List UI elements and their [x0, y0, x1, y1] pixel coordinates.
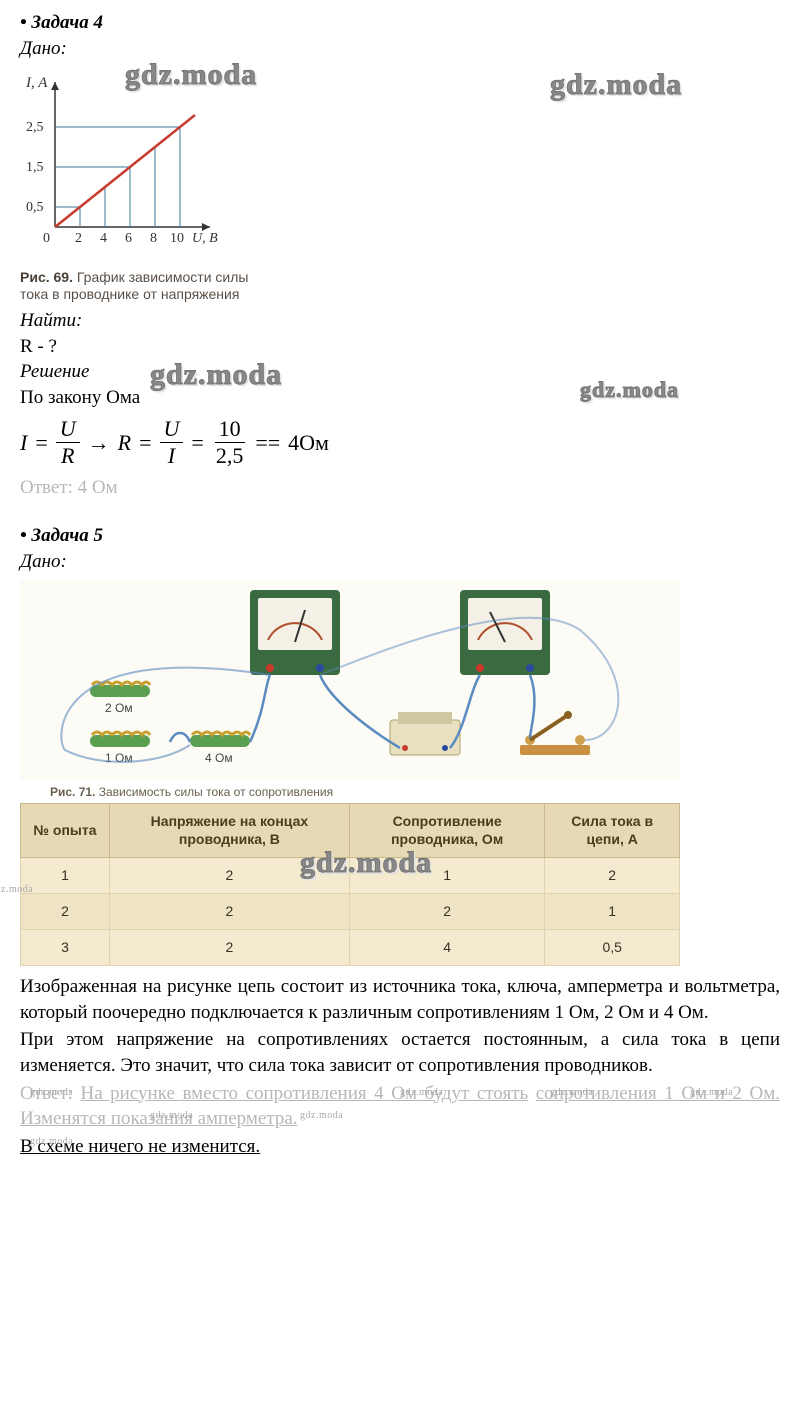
watermark: gdz.moda	[550, 65, 682, 106]
svg-text:U, B: U, B	[192, 231, 218, 246]
frac-u-r: U R	[56, 418, 80, 467]
power-source-icon	[390, 712, 460, 755]
var-r: R	[118, 428, 131, 458]
fig-71-caption: Рис. 71. Зависимость силы тока от сопрот…	[20, 780, 780, 802]
var-i: I	[20, 428, 27, 458]
cell: 4	[349, 930, 545, 966]
answer-black-text: В схеме ничего не изменится.	[20, 1136, 260, 1157]
given-label: Дано:	[20, 36, 780, 62]
solution-label: Решение	[20, 359, 780, 385]
resistor-4ohm-icon: 4 Ом	[190, 732, 250, 765]
circuit-svg: 2 Ом 1 Ом 4 Ом	[20, 580, 680, 780]
find-value: R - ?	[20, 334, 780, 360]
table-header-row: № опыта Напряжение на концах проводника,…	[21, 803, 680, 858]
resistor-2ohm-icon: 2 Ом	[90, 682, 150, 715]
answer-prefix: Ответ:	[20, 1083, 80, 1104]
eq: =	[191, 428, 203, 458]
eq: =	[139, 428, 151, 458]
voltmeter-icon	[250, 590, 340, 675]
eq: ==	[255, 428, 280, 458]
chart-caption: Рис. 69. График зависимости силы тока в …	[20, 269, 250, 304]
svg-text:0: 0	[43, 231, 50, 246]
svg-text:6: 6	[125, 231, 132, 246]
col-header: Сила тока в цепи, А	[545, 803, 680, 858]
caption-bold: Рис. 69.	[20, 269, 73, 285]
cell: 2	[109, 894, 349, 930]
fig-caption-bold: Рис. 71.	[50, 785, 95, 799]
cell: 1	[349, 858, 545, 894]
cell: 3	[21, 930, 110, 966]
fig-caption-text: Зависимость силы тока от сопротивления	[95, 785, 333, 799]
result: 4Ом	[288, 428, 329, 458]
col-header: № опыта	[21, 803, 110, 858]
eq: =	[35, 428, 47, 458]
svg-text:4 Ом: 4 Ом	[205, 751, 233, 765]
col-header: Сопротивление проводника, Ом	[349, 803, 545, 858]
cell: 1	[545, 894, 680, 930]
svg-text:0,5: 0,5	[26, 200, 44, 215]
explanation-para-1: Изображенная на рисунке цепь состоит из …	[20, 974, 780, 1025]
circuit-figure-71: 2 Ом 1 Ом 4 Ом	[20, 580, 680, 780]
answer-4: Ответ: 4 Ом	[20, 475, 780, 501]
given-label-5: Дано:	[20, 549, 780, 575]
cell: 0,5	[545, 930, 680, 966]
cell: 1	[21, 858, 110, 894]
answer-5-grey: Ответ: На рисунке вместо сопротивления 4…	[20, 1081, 780, 1132]
experiment-table: № опыта Напряжение на концах проводника,…	[20, 803, 680, 966]
svg-text:8: 8	[150, 231, 157, 246]
arrow: →	[88, 428, 110, 458]
problem-4-title: • Задача 4	[20, 10, 780, 36]
table-row: 2 2 2 1	[21, 894, 680, 930]
answer-u1: На рисунке вместо сопротивления 4 Ом буд…	[80, 1083, 528, 1104]
explanation-para-2: При этом напряжение на сопротивлениях ос…	[20, 1027, 780, 1078]
svg-text:1,5: 1,5	[26, 160, 44, 175]
iv-chart: I, A 2,5 1,5 0,5 0 2 4 6 8 10 U, B	[20, 67, 230, 257]
ohm-formula: I = U R → R = U I = 10 2,5 == 4Ом	[20, 418, 780, 467]
svg-text:2,5: 2,5	[26, 120, 44, 135]
ammeter-icon	[460, 590, 550, 675]
frac-10-2p5: 10 2,5	[212, 418, 248, 467]
cell: 2	[109, 930, 349, 966]
cell: 2	[109, 858, 349, 894]
chart-figure-69: I, A 2,5 1,5 0,5 0 2 4 6 8 10 U, B Рис. …	[20, 67, 250, 304]
table-row: 3 2 4 0,5	[21, 930, 680, 966]
solution-text: По закону Ома	[20, 385, 780, 411]
cell: 2	[21, 894, 110, 930]
svg-text:2: 2	[75, 231, 82, 246]
svg-text:2 Ом: 2 Ом	[105, 701, 133, 715]
find-label: Найти:	[20, 308, 780, 334]
svg-text:10: 10	[170, 231, 184, 246]
frac-u-i: U I	[160, 418, 184, 467]
cell: 2	[545, 858, 680, 894]
svg-text:I, A: I, A	[25, 75, 48, 91]
cell: 2	[349, 894, 545, 930]
answer-5-black: В схеме ничего не изменится.	[20, 1134, 780, 1160]
problem-5-title: • Задача 5	[20, 523, 780, 549]
col-header: Напряжение на концах проводника, В	[109, 803, 349, 858]
table-row: 1 2 1 2	[21, 858, 680, 894]
svg-text:4: 4	[100, 231, 107, 246]
